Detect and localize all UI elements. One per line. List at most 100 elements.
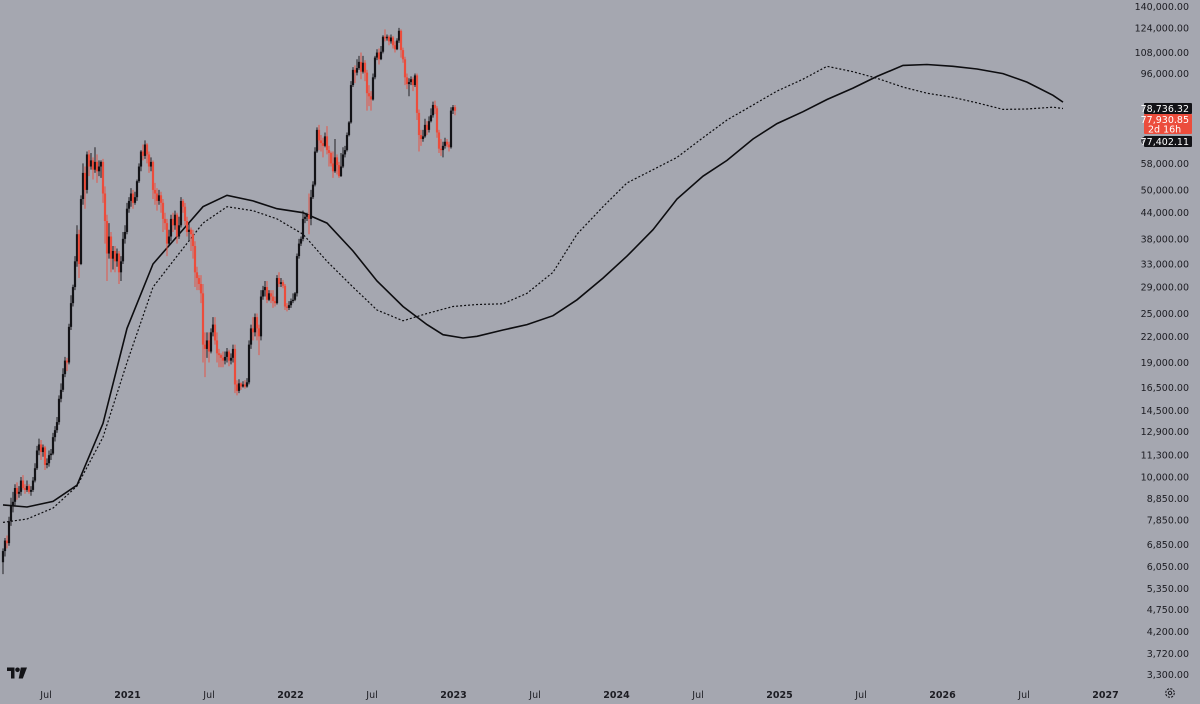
candle (213, 317, 217, 345)
candle-body (311, 184, 315, 198)
candle (369, 91, 373, 111)
candle (393, 41, 397, 53)
candle-body (21, 480, 25, 488)
candle (433, 100, 437, 115)
price-axis[interactable]: 140,000.00 124,000.00 108,000.00 96,000.00 6… (1135, 2, 1189, 681)
candle (133, 191, 137, 205)
candle-body (405, 77, 409, 85)
candle (77, 229, 81, 279)
price-tick-label: 22,000.00 (1141, 332, 1189, 343)
candle (351, 67, 355, 88)
candle (321, 137, 325, 158)
candle-body (437, 132, 441, 149)
candle (107, 223, 111, 259)
candle (151, 160, 155, 200)
candle-body (227, 351, 231, 361)
candle-body (223, 356, 227, 361)
candle-body (291, 299, 295, 302)
gear-icon[interactable] (1164, 687, 1176, 699)
price-tick-label: 4,200.00 (1147, 627, 1189, 638)
candle-body (293, 293, 297, 300)
candle (29, 486, 33, 496)
candle (341, 147, 345, 169)
candle-body (127, 200, 131, 209)
candle (443, 137, 447, 149)
candle-body (155, 193, 159, 201)
candle (159, 191, 163, 213)
candle-body (187, 229, 191, 232)
candle (337, 161, 341, 178)
candle-body (207, 340, 211, 352)
candle (137, 163, 141, 183)
price-tag-countdown: 2d 16h (1148, 125, 1181, 136)
candle-body (289, 301, 293, 306)
price-tick-label: 6,050.00 (1147, 562, 1189, 573)
candle (163, 212, 167, 230)
candle-body (105, 220, 109, 254)
candle (73, 256, 77, 291)
candle (147, 151, 151, 173)
candle (181, 199, 185, 213)
candle-body (209, 332, 213, 352)
candle-body (433, 104, 437, 109)
candle (99, 160, 103, 178)
candle (327, 145, 331, 167)
candle-body (137, 166, 141, 182)
candle-body (393, 45, 397, 50)
time-tick-label: Jul (854, 690, 866, 701)
candle (239, 382, 243, 390)
candle-body (87, 154, 91, 167)
candle-body (345, 135, 349, 151)
candle (197, 275, 201, 291)
time-tick-label: 2023 (440, 690, 466, 701)
candle-body (337, 164, 341, 177)
candle (379, 46, 383, 61)
candle-body (125, 208, 129, 232)
candle (191, 229, 195, 259)
candle (403, 56, 407, 86)
candle-body (193, 246, 197, 273)
candle (207, 332, 211, 363)
candles-group (1, 27, 457, 575)
candle-body (37, 444, 41, 451)
candle (305, 212, 309, 221)
candle (187, 223, 191, 242)
candle (189, 227, 193, 251)
candle (17, 486, 21, 498)
candle (437, 129, 441, 153)
time-tick-label: Jul (1017, 690, 1029, 701)
candle (325, 126, 329, 155)
candle-body (33, 468, 37, 481)
candle-body (415, 75, 419, 113)
candle-body (191, 234, 195, 247)
candle (193, 241, 197, 288)
candle (275, 275, 279, 305)
candle (59, 383, 63, 403)
candle-body (239, 383, 243, 387)
candle-body (59, 389, 63, 399)
candle-body (69, 303, 73, 327)
candle-body (41, 447, 45, 453)
candle (113, 246, 117, 273)
time-axis[interactable]: Jul 2021 Jul 2022 Jul 2023 Jul 2024 Jul 2025 Jul 20… (39, 690, 1118, 701)
candle (281, 279, 285, 289)
candle (391, 35, 395, 49)
candle (177, 216, 181, 239)
candle (179, 197, 183, 228)
time-tick-label: Jul (202, 690, 214, 701)
time-tick-label: 2025 (766, 690, 792, 701)
candle (233, 344, 237, 394)
candle-body (17, 491, 21, 494)
candle (93, 147, 97, 173)
candle (67, 323, 71, 365)
candle (49, 448, 53, 460)
candle-body (15, 487, 19, 494)
candle (377, 48, 381, 65)
candle-body (39, 444, 43, 453)
price-tick-label: 19,000.00 (1141, 358, 1189, 369)
candle-body (75, 234, 79, 262)
candle-body (31, 480, 35, 490)
candle-body (317, 129, 321, 141)
